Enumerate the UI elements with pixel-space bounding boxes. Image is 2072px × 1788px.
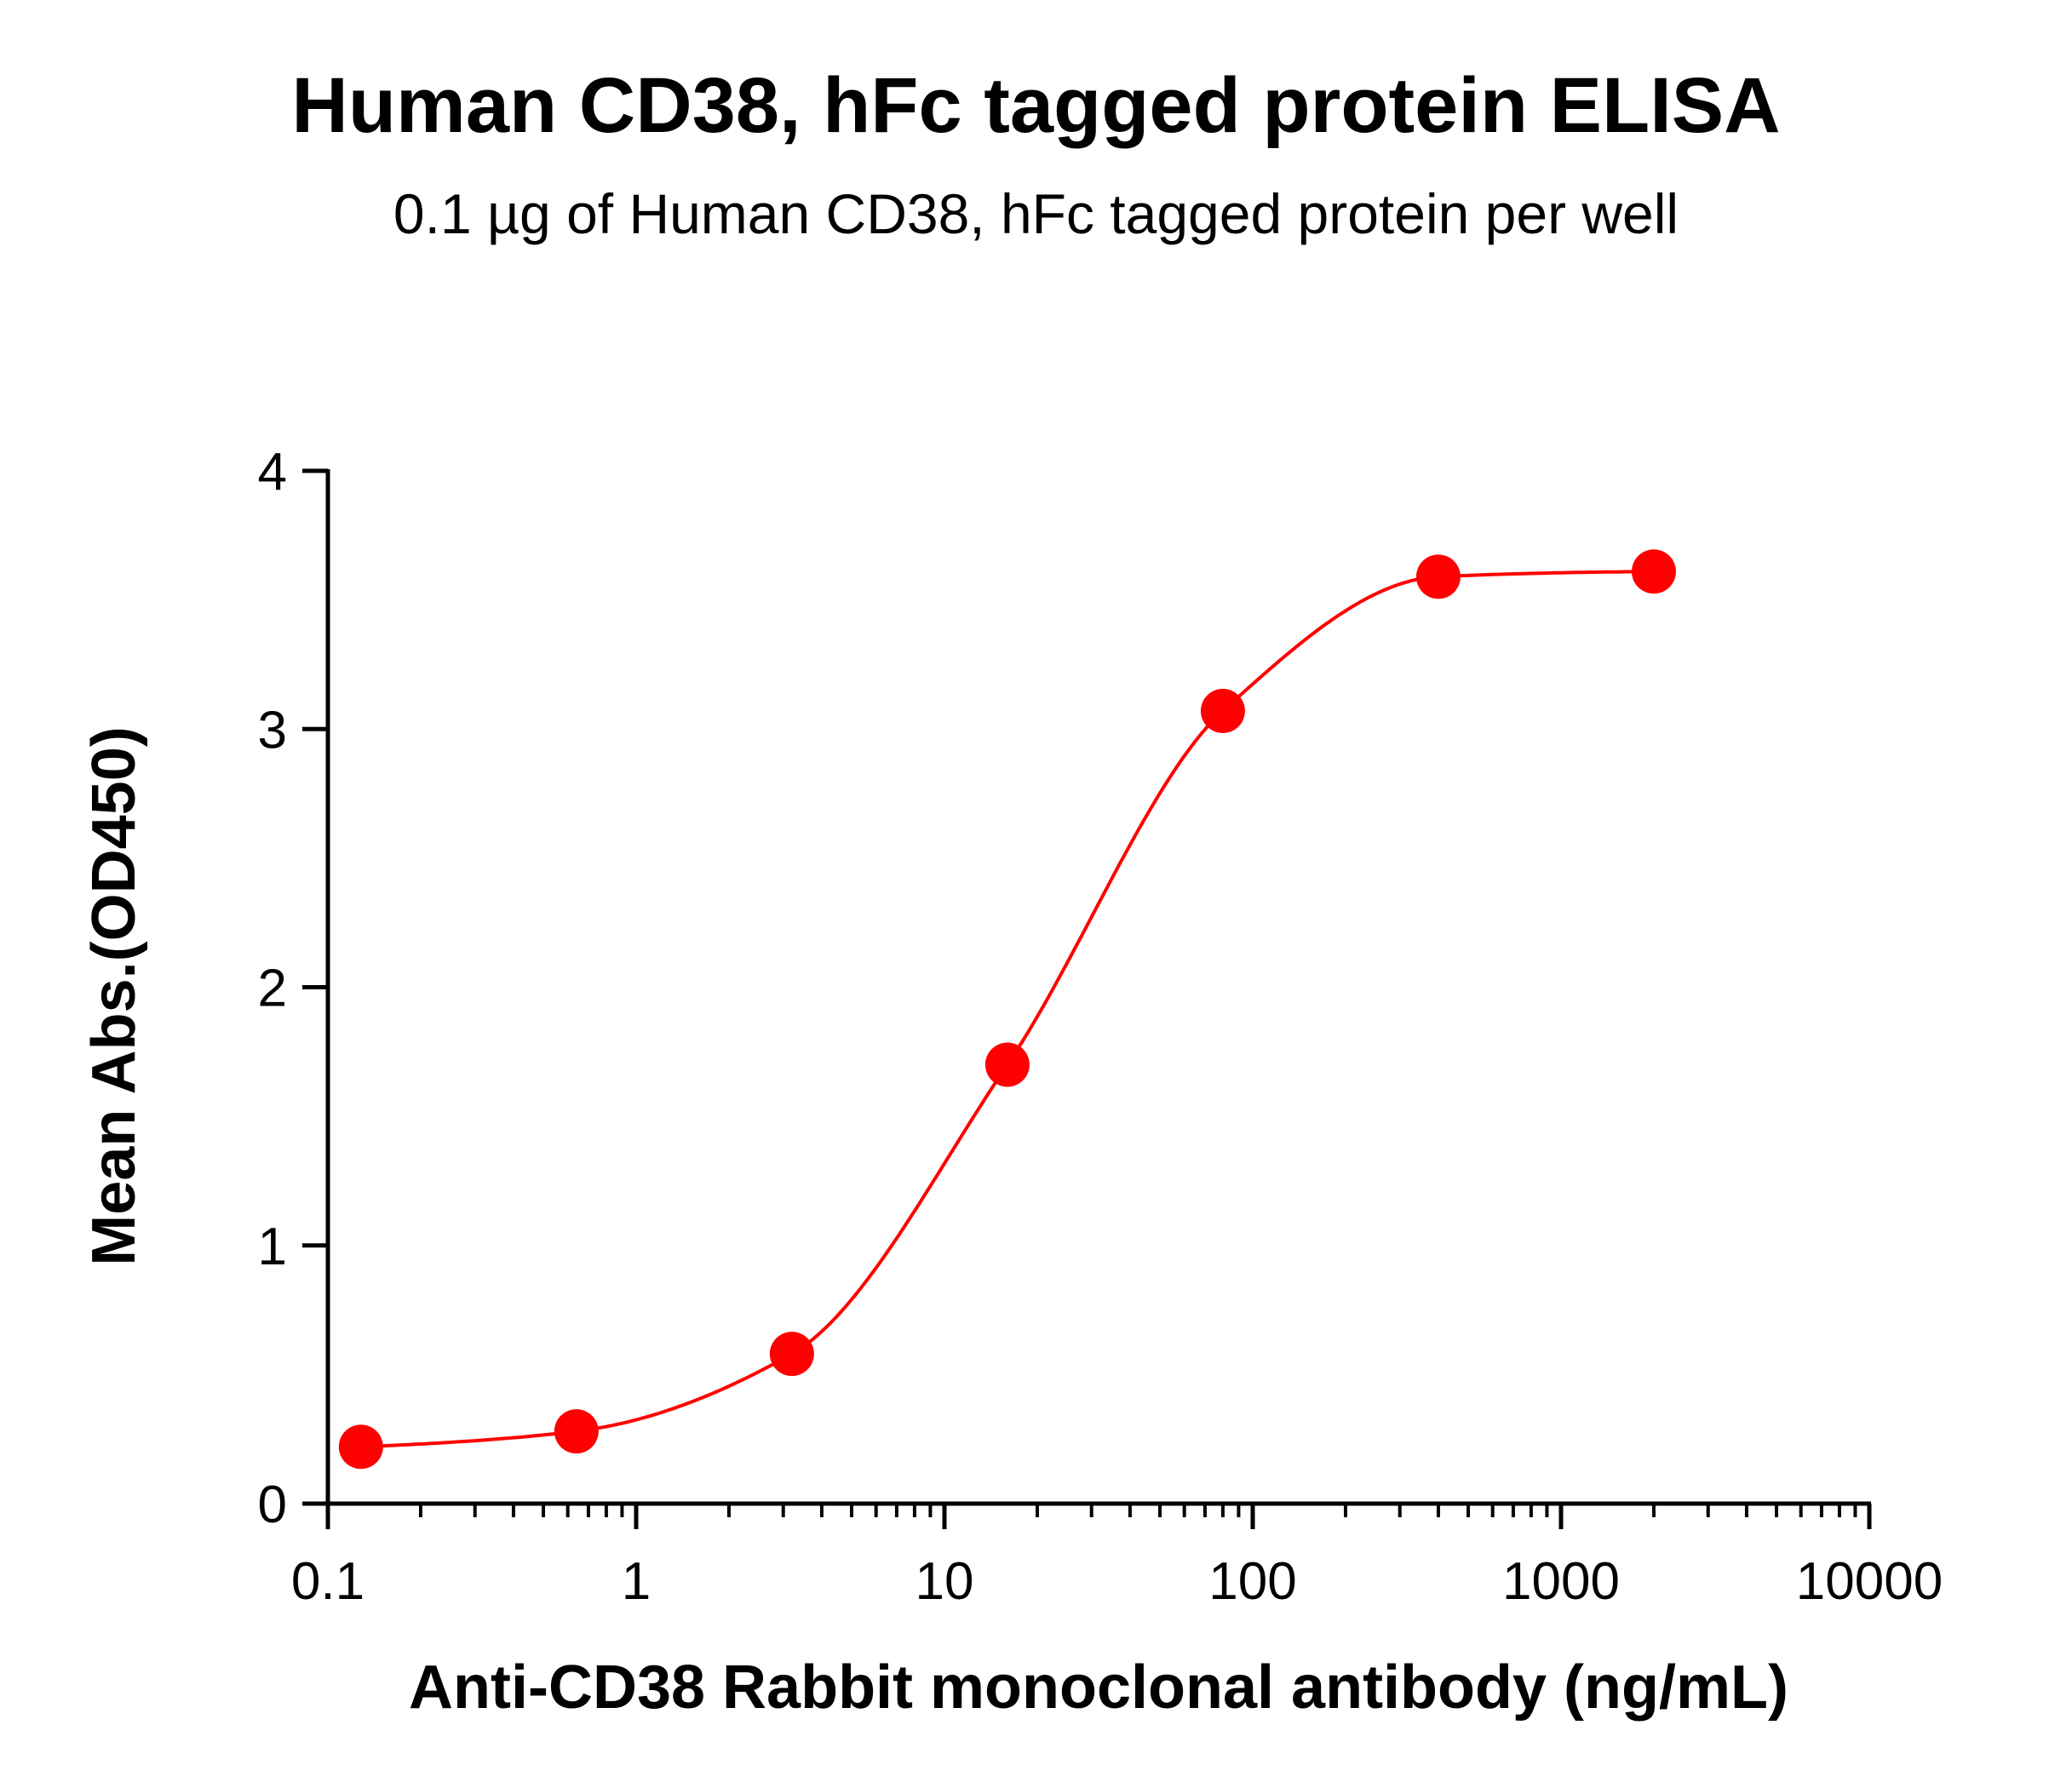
chart-subtitle: 0.1 µg of Human CD38, hFc tagged protein… [393,182,1679,245]
chart-title: Human CD38, hFc tagged protein ELISA [291,62,1781,149]
x-tick-label: 1000 [1502,1552,1620,1611]
data-point [338,1424,383,1470]
x-tick-label: 10 [915,1552,974,1611]
y-axis-title: Mean Abs.(OD450) [80,726,148,1265]
data-point [554,1409,599,1454]
x-tick-label: 1 [622,1552,651,1611]
x-tick-label: 0.1 [291,1552,364,1611]
data-point [769,1332,814,1377]
x-tick-label: 100 [1208,1552,1296,1611]
y-tick-label: 1 [258,1218,287,1276]
x-axis-title: Anti-CD38 Rabbit monoclonal antibody (ng… [409,1653,1788,1722]
fit-curve [360,570,1654,1449]
y-tick-label: 2 [258,960,287,1018]
y-tick-label: 4 [258,443,287,501]
x-axis-ticks: 0.1 1 10 100 1000 10000 [291,1504,1943,1611]
y-tick-label: 0 [258,1476,287,1534]
data-points [338,549,1676,1470]
y-axis-ticks: 0 1 2 3 4 [258,443,328,1534]
data-point [1415,554,1461,599]
data-point [984,1042,1030,1087]
data-point [1200,689,1245,734]
y-tick-label: 3 [258,701,287,759]
x-tick-label: 10000 [1796,1552,1943,1611]
data-point [1631,549,1676,594]
